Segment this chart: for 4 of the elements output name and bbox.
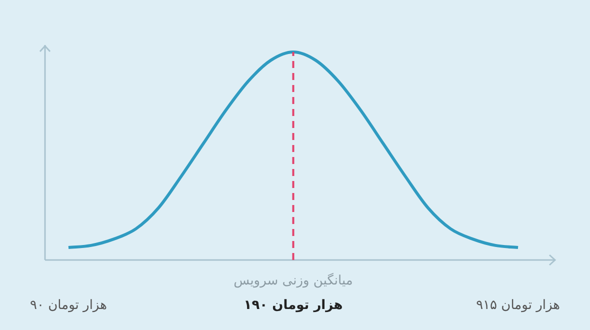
ref-line-label: میانگین وزنی سرویس [234,272,353,288]
x-tick-label: ۹۱۵ هزار تومان [476,298,560,314]
x-tick-label: ۱۹۰ هزار تومان [244,298,343,314]
x-tick-label: ۹۰ هزار تومان [30,298,108,314]
